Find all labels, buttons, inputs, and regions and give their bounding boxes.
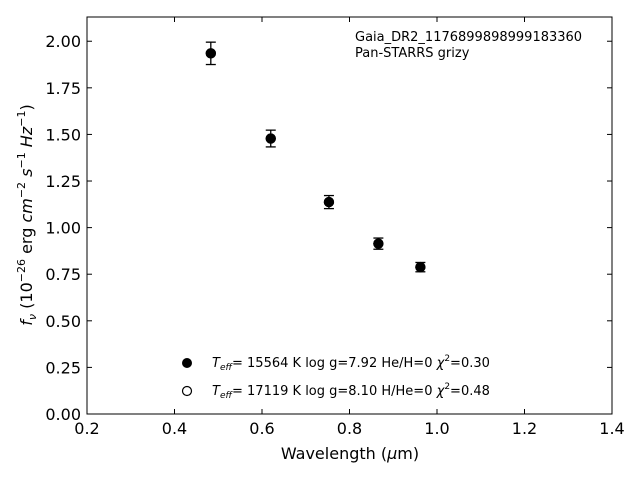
data-point-open (265, 133, 276, 144)
x-tick-label: 0.8 (337, 419, 362, 438)
y-tick-label: 2.00 (45, 32, 81, 51)
y-tick-label: 0.25 (45, 358, 81, 377)
y-tick-label: 0.50 (45, 312, 81, 331)
x-tick-label: 1.0 (424, 419, 449, 438)
x-tick-label: 0.2 (74, 419, 99, 438)
legend-marker-open (181, 385, 193, 397)
y-tick-label: 1.00 (45, 219, 81, 238)
y-tick-label: 1.25 (45, 172, 81, 191)
legend-marker-filled (182, 358, 192, 368)
annotation-survey: Pan-STARRS grizy (355, 46, 470, 61)
y-tick-label: 1.50 (45, 125, 81, 144)
y-axis-label: fν (10−26 erg cm−2 s−1 Hz−1) (15, 104, 39, 325)
data-point-open (323, 196, 335, 208)
legend: Teff= 15564 K log g=7.92 He/H=0 χ2=0.30 … (181, 354, 490, 401)
y-tick-label: 0.00 (45, 405, 81, 424)
plot-area (86, 16, 613, 415)
x-tick-label: 1.4 (599, 419, 624, 438)
x-tick-label: 0.4 (162, 419, 187, 438)
legend-entry-2: Teff= 17119 K log g=8.10 H/He=0 χ2=0.48 (212, 382, 490, 401)
y-tick-label: 0.75 (45, 265, 81, 284)
y-axis-ticks: 0.00 0.25 0.50 0.75 1.00 1.25 1.50 1.75 2.00 (45, 32, 612, 424)
x-tick-label: 1.2 (512, 419, 537, 438)
data-point-open (415, 261, 426, 273)
data-point-open (205, 48, 217, 59)
x-axis-label: Wavelength (μm) (281, 444, 419, 463)
data-marks (205, 41, 426, 273)
legend-entry-1: Teff= 15564 K log g=7.92 He/H=0 χ2=0.30 (212, 354, 490, 373)
data-point-open (373, 238, 384, 249)
x-tick-label: 0.6 (249, 419, 274, 438)
annotation-object-name: Gaia_DR2_1176899898999183360 (355, 30, 582, 45)
y-tick-label: 1.75 (45, 79, 81, 98)
x-axis-ticks: 0.2 0.4 0.6 0.8 1.0 1.2 1.4 (74, 17, 625, 438)
